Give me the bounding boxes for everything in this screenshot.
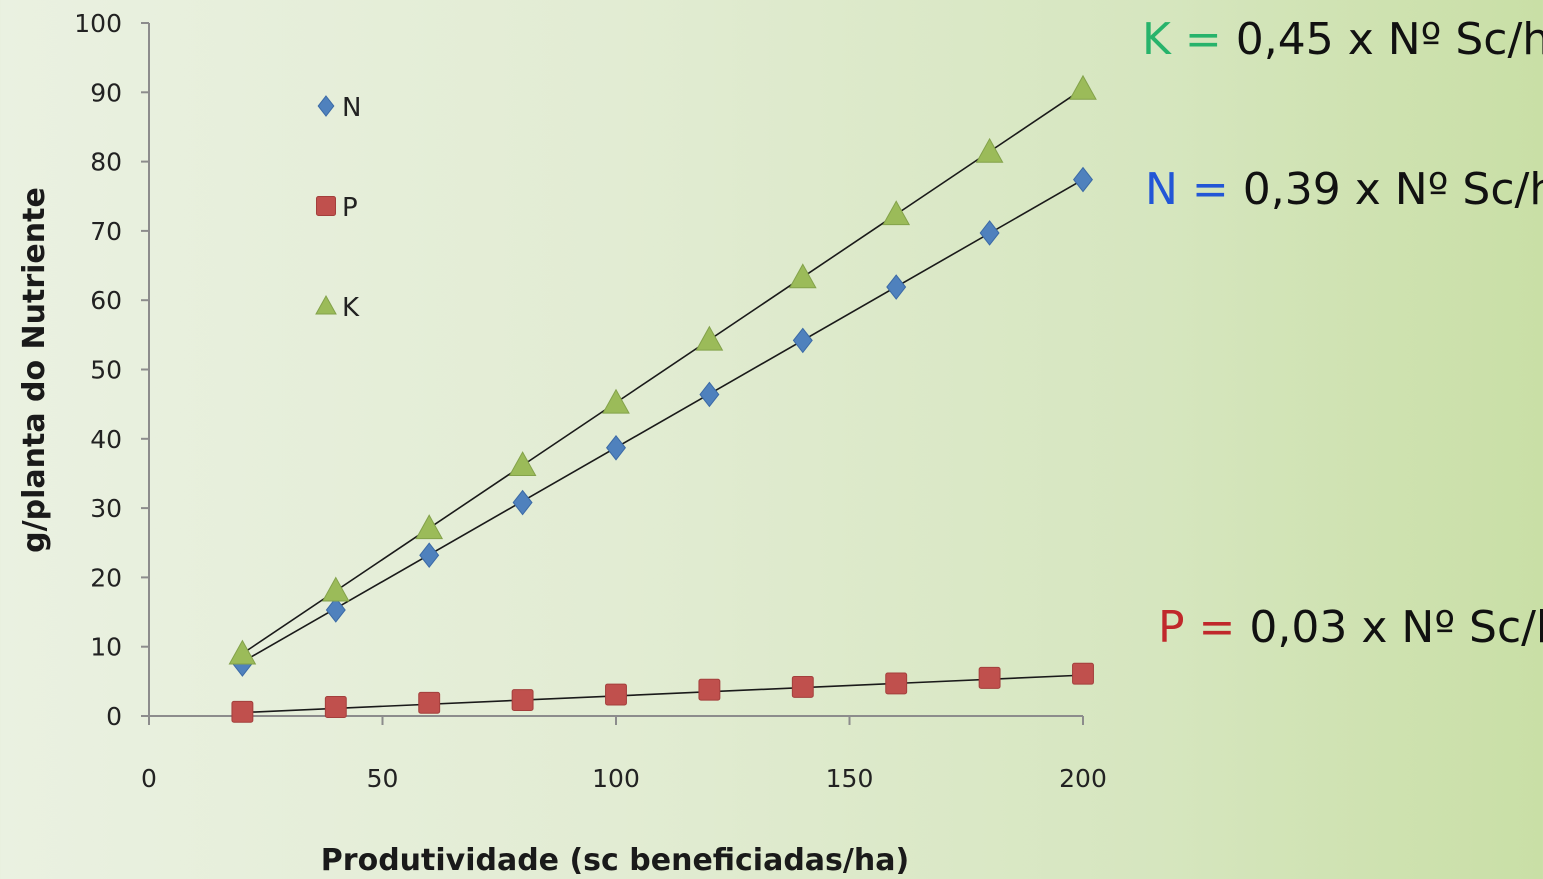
point-n: [886, 274, 907, 300]
equation-n-value: 0,39: [1242, 164, 1341, 215]
equation-k-value: 0,45: [1235, 14, 1334, 65]
equation-n-equals: =: [1191, 164, 1229, 215]
point-n: [792, 327, 813, 354]
y-tick-label: 60: [90, 286, 122, 315]
point-p: [324, 696, 347, 718]
axes: 0 10 20 30 40 50 60 70 80 90 100 0 50 100 150 200: [74, 9, 1107, 793]
point-n: [512, 489, 533, 516]
point-k: [788, 263, 817, 289]
point-p: [511, 689, 534, 712]
y-tick-label: 50: [90, 356, 122, 385]
equation-k-suffix: x Nº Sc/ha: [1347, 14, 1543, 65]
point-n: [325, 597, 346, 623]
equation-p-letter: P: [1158, 602, 1185, 653]
point-k: [1069, 74, 1097, 100]
legend-marker-k: [315, 294, 337, 315]
point-p: [885, 672, 908, 695]
point-k: [508, 451, 537, 477]
equation-n: N = 0,39 x Nº Sc/ha: [1145, 168, 1543, 212]
equation-p: P = 0,03 x Nº Sc/ha: [1158, 606, 1543, 650]
point-p: [231, 700, 254, 723]
point-n: [1073, 166, 1093, 193]
legend: N P K: [315, 93, 361, 323]
y-tick-label: 90: [90, 78, 122, 107]
x-tick-label: 150: [826, 764, 874, 793]
equation-k-equals: =: [1184, 14, 1222, 65]
point-n: [979, 220, 1000, 246]
point-p: [605, 683, 627, 706]
point-p: [791, 675, 814, 698]
trendline-k: [241, 88, 1084, 655]
y-tick-label: 0: [106, 702, 122, 731]
x-tick-label: 100: [592, 764, 640, 793]
point-k: [975, 137, 1004, 163]
y-tick-label: 100: [74, 9, 122, 38]
y-tick-label: 10: [90, 633, 122, 662]
equation-k: K = 0,45 x Nº Sc/ha: [1142, 18, 1543, 62]
point-k: [882, 200, 911, 226]
y-tick-label: 70: [90, 217, 122, 246]
legend-marker-p: [316, 196, 336, 216]
y-axis-title: g/planta do Nutriente: [17, 187, 52, 553]
x-tick-label: 0: [141, 764, 157, 793]
legend-label-p: P: [342, 193, 358, 223]
point-n: [419, 542, 440, 569]
x-tick-label: 200: [1059, 764, 1107, 793]
y-tick-label: 30: [90, 494, 122, 523]
point-k: [415, 514, 444, 540]
point-p: [698, 678, 721, 701]
point-p: [978, 666, 1001, 689]
legend-label-n: N: [342, 93, 361, 123]
point-p: [1072, 662, 1094, 685]
trendline-n: [242, 178, 1084, 663]
legend-label-k: K: [342, 293, 360, 323]
point-n: [606, 434, 626, 461]
y-tick-label: 40: [90, 425, 122, 454]
y-tick-label: 80: [90, 148, 122, 177]
y-tick-label: 20: [90, 563, 122, 592]
trendlines: [241, 88, 1084, 714]
equation-k-letter: K: [1142, 14, 1171, 65]
data-points: [228, 74, 1097, 723]
point-k: [228, 639, 257, 665]
point-n: [699, 381, 720, 408]
legend-marker-n: [317, 95, 335, 117]
trendline-p: [242, 674, 1084, 714]
point-k: [695, 325, 724, 351]
equation-n-letter: N: [1145, 164, 1178, 215]
equation-p-value: 0,03: [1249, 602, 1348, 653]
point-k: [602, 388, 630, 414]
point-p: [418, 691, 441, 714]
equation-n-suffix: x Nº Sc/ha: [1354, 164, 1543, 215]
equation-p-suffix: x Nº Sc/ha: [1361, 602, 1543, 653]
equation-p-equals: =: [1198, 602, 1236, 653]
x-axis-title: Produtividade (sc beneficiadas/ha): [321, 843, 909, 878]
point-k: [321, 576, 350, 602]
x-tick-label: 50: [367, 764, 399, 793]
